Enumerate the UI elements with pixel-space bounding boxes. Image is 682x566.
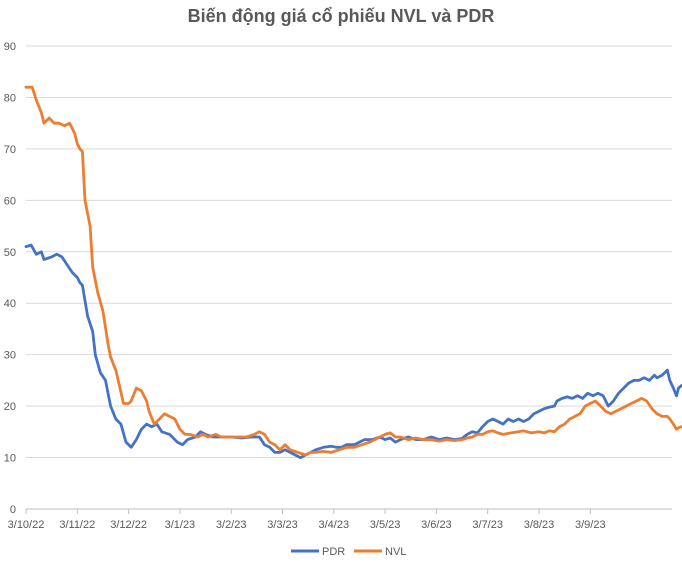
x-tick-label-2: 3/12/22 (110, 519, 147, 531)
y-axis: 0 10 20 30 40 50 60 70 80 90 (4, 41, 16, 516)
x-tick-label-6: 3/4/23 (319, 519, 350, 531)
x-tick-label-1: 3/11/22 (59, 519, 95, 531)
legend: PDR NVL (291, 546, 406, 558)
x-tick-label-3: 3/1/23 (165, 519, 196, 531)
y-tick-label-70: 70 (4, 144, 16, 156)
x-tick-label-5: 3/3/23 (267, 519, 298, 531)
series-line-nvl (24, 85, 682, 457)
chart-title: Biến động giá cổ phiếu NVL và PDR (187, 6, 495, 26)
y-tick-label-10: 10 (4, 453, 16, 465)
x-tick-label-7: 3/5/23 (370, 519, 401, 531)
y-tick-label-40: 40 (4, 298, 16, 310)
y-tick-label-60: 60 (4, 195, 16, 207)
x-tick-label-0: 3/10/22 (8, 519, 45, 531)
gridlines (26, 45, 672, 459)
y-tick-label-30: 30 (4, 350, 16, 362)
legend-label-nvl: NVL (385, 546, 406, 558)
x-tick-label-10: 3/8/23 (524, 519, 555, 531)
x-tick-label-9: 3/7/23 (472, 519, 503, 531)
y-tick-label-50: 50 (4, 247, 16, 259)
series-lines (24, 85, 682, 459)
x-tick-label-11: 3/9/23 (575, 519, 606, 531)
series-line-pdr (24, 243, 682, 459)
y-tick-label-0: 0 (10, 504, 16, 516)
y-tick-label-80: 80 (4, 92, 16, 104)
x-tick-label-4: 3/2/23 (216, 519, 247, 531)
y-tick-label-90: 90 (4, 41, 16, 53)
legend-label-pdr: PDR (322, 546, 345, 558)
y-tick-label-20: 20 (4, 401, 16, 413)
x-axis: 3/10/22 3/11/22 3/12/22 3/1/23 3/2/23 3/3/23 3… (8, 508, 672, 531)
x-tick-label-8: 3/6/23 (421, 519, 452, 531)
